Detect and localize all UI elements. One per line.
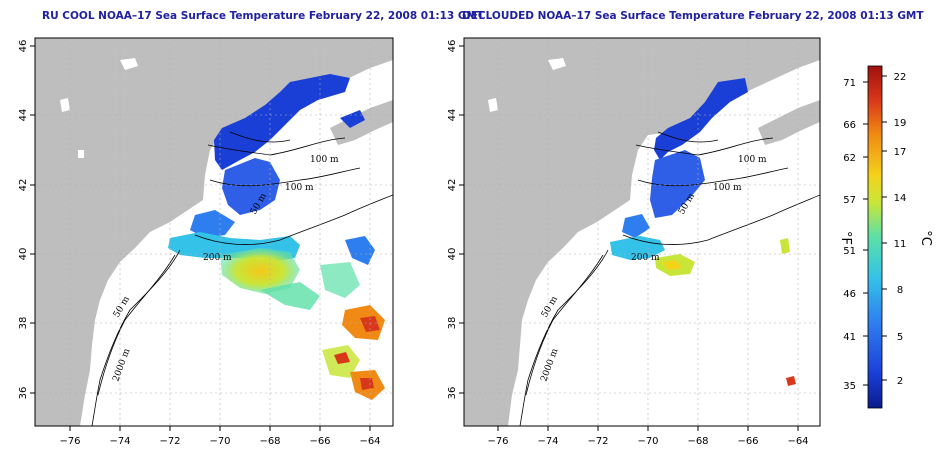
contour-label: 100 m: [310, 155, 339, 165]
fahrenheit-tick-label: 62: [843, 153, 856, 164]
celsius-unit-label: °C: [918, 230, 933, 246]
temperature-colorbar: 35 41 46 51 57 62 66 71 2 5 8 11 14 17 1…: [838, 65, 933, 409]
nova-scotia-land: [758, 100, 820, 145]
land-mass: [464, 38, 820, 426]
y-tick-label: 42: [18, 179, 29, 192]
x-tick-label: −76: [487, 436, 508, 447]
fahrenheit-tick-label: 35: [843, 381, 856, 392]
x-tick-label: −66: [737, 436, 758, 447]
fahrenheit-tick-label: 41: [843, 332, 856, 343]
y-tick-label: 42: [447, 179, 458, 192]
map-frame: [34, 37, 394, 427]
right-map-title: DECLOUDED NOAA–17 Sea Surface Temperatur…: [462, 10, 924, 22]
x-axis-right: −76 −74 −72 −70 −68 −66 −64: [487, 426, 809, 447]
fahrenheit-tick-label: 57: [843, 195, 856, 206]
x-tick-label: −66: [309, 436, 330, 447]
x-axis-left: −76 −74 −72 −70 −68 −66 −64: [59, 426, 381, 447]
y-tick-label: 46: [18, 40, 29, 53]
celsius-tick-label: 17: [894, 147, 907, 158]
x-tick-label: −76: [59, 436, 80, 447]
fahrenheit-scale: 35 41 46 51 57 62 66 71: [843, 78, 868, 392]
lake: [78, 150, 84, 158]
contour-label: 200 m: [203, 253, 232, 263]
sst-data-left: [168, 74, 385, 400]
celsius-scale: 2 5 8 11 14 17 19 22: [882, 72, 906, 387]
y-axis-left: 36 38 40 42 44 46: [18, 40, 35, 400]
x-tick-label: −74: [537, 436, 558, 447]
x-tick-label: −64: [787, 436, 808, 447]
fahrenheit-unit-label: °F: [838, 231, 853, 245]
land-mass: [35, 38, 393, 426]
y-tick-label: 36: [447, 387, 458, 400]
y-tick-label: 40: [18, 248, 29, 261]
lake: [548, 58, 566, 70]
y-tick-label: 40: [447, 248, 458, 261]
fahrenheit-tick-label: 71: [843, 78, 856, 89]
celsius-tick-label: 19: [894, 118, 907, 129]
nova-scotia-land: [330, 100, 393, 145]
right-map-panel: 100 m 100 m 50 m 200 m 50 m 2000 m −76 −…: [447, 37, 821, 447]
sst-data-right: [610, 78, 796, 386]
celsius-tick-label: 14: [894, 193, 907, 204]
y-tick-label: 36: [18, 387, 29, 400]
celsius-tick-label: 22: [894, 72, 907, 83]
x-tick-label: −68: [687, 436, 708, 447]
contour-label: 100 m: [285, 183, 314, 193]
celsius-tick-label: 11: [894, 239, 907, 250]
lake: [488, 98, 498, 112]
grid-right: [464, 38, 820, 426]
left-map-panel: 100 m 100 m 50 m 200 m 50 m 2000 m −76: [18, 37, 394, 447]
y-tick-label: 46: [447, 40, 458, 53]
celsius-tick-label: 8: [897, 285, 903, 296]
x-tick-label: −64: [359, 436, 380, 447]
y-tick-label: 44: [18, 109, 29, 122]
colorbar-gradient: [867, 65, 883, 409]
y-tick-label: 38: [18, 317, 29, 330]
fahrenheit-tick-label: 51: [843, 246, 856, 257]
fahrenheit-tick-label: 46: [843, 289, 856, 300]
contour-label: 100 m: [713, 183, 742, 193]
x-tick-label: −68: [259, 436, 280, 447]
map-frame: [463, 37, 821, 427]
celsius-tick-label: 5: [897, 332, 903, 343]
lake: [120, 58, 138, 70]
x-tick-label: −70: [637, 436, 658, 447]
x-tick-label: −74: [109, 436, 130, 447]
y-tick-label: 38: [447, 317, 458, 330]
lake: [60, 98, 70, 112]
contour-label: 200 m: [631, 253, 660, 263]
x-tick-label: −72: [159, 436, 180, 447]
celsius-tick-label: 2: [897, 376, 903, 387]
left-map-title: RU COOL NOAA–17 Sea Surface Temperature …: [42, 10, 485, 22]
fahrenheit-tick-label: 66: [843, 120, 856, 131]
y-axis-right: 36 38 40 42 44 46: [447, 40, 464, 400]
x-tick-label: −70: [209, 436, 230, 447]
x-tick-label: −72: [587, 436, 608, 447]
contour-label: 100 m: [738, 155, 767, 165]
y-tick-label: 44: [447, 109, 458, 122]
